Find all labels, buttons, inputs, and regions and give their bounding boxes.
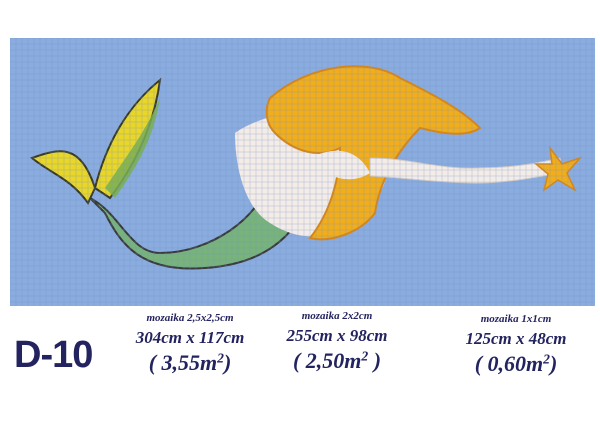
spec-10mm-area: ( 0,60m2) (474, 351, 558, 376)
mermaid-mosaic-image (10, 38, 595, 306)
spec-25mm-mosaic-label: mozaika 2,5x2,5cm (146, 312, 234, 324)
spec-20mm-mosaic-label: mozaika 2x2cm (301, 310, 373, 322)
spec-20mm: mozaika 2x2cm 255cm x 98cm ( 2,50m2 ) (262, 310, 412, 374)
spec-25mm-size: 304cm x 117cm (135, 328, 245, 347)
spec-20mm-area: ( 2,50m2 ) (292, 348, 382, 373)
spec-10mm-mosaic-label: mozaika 1x1cm (480, 313, 552, 325)
spec-20mm-size: 255cm x 98cm (286, 326, 388, 345)
spec-10mm: mozaika 1x1cm 125cm x 48cm ( 0,60m2) (441, 313, 591, 377)
spec-10mm-size: 125cm x 48cm (465, 329, 567, 348)
spec-25mm: mozaika 2,5x2,5cm 304cm x 117cm ( 3,55m2… (115, 312, 265, 376)
product-code: D-10 (14, 334, 93, 376)
spec-25mm-area: ( 3,55m2) (148, 350, 232, 375)
